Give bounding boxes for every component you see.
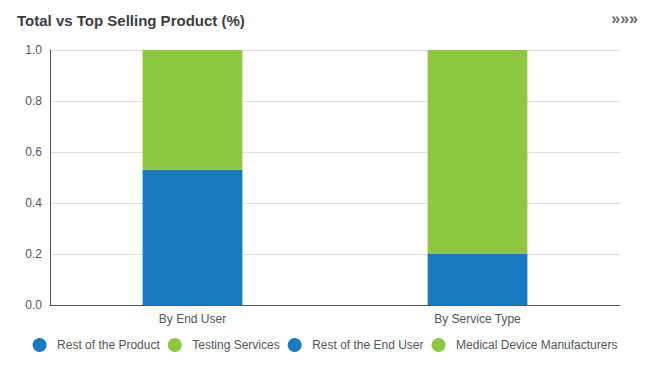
svg-text:Rest of the Product: Rest of the Product (57, 338, 160, 352)
svg-text:Testing Services: Testing Services (192, 338, 279, 352)
svg-text:0.8: 0.8 (25, 94, 42, 108)
svg-text:1.0: 1.0 (25, 43, 42, 57)
svg-text:Medical Device Manufacturers: Medical Device Manufacturers (456, 338, 617, 352)
svg-text:0.2: 0.2 (25, 247, 42, 261)
svg-text:Total vs Top Selling Product (: Total vs Top Selling Product (%) (17, 12, 245, 29)
svg-text:Rest of the End User: Rest of the End User (312, 338, 423, 352)
svg-text:0.4: 0.4 (25, 196, 42, 210)
svg-text:By End User: By End User (159, 312, 226, 326)
svg-text:»»»: »»» (611, 10, 638, 27)
svg-text:0.6: 0.6 (25, 145, 42, 159)
svg-text:0.0: 0.0 (25, 298, 42, 312)
svg-text:By Service Type: By Service Type (434, 312, 521, 326)
